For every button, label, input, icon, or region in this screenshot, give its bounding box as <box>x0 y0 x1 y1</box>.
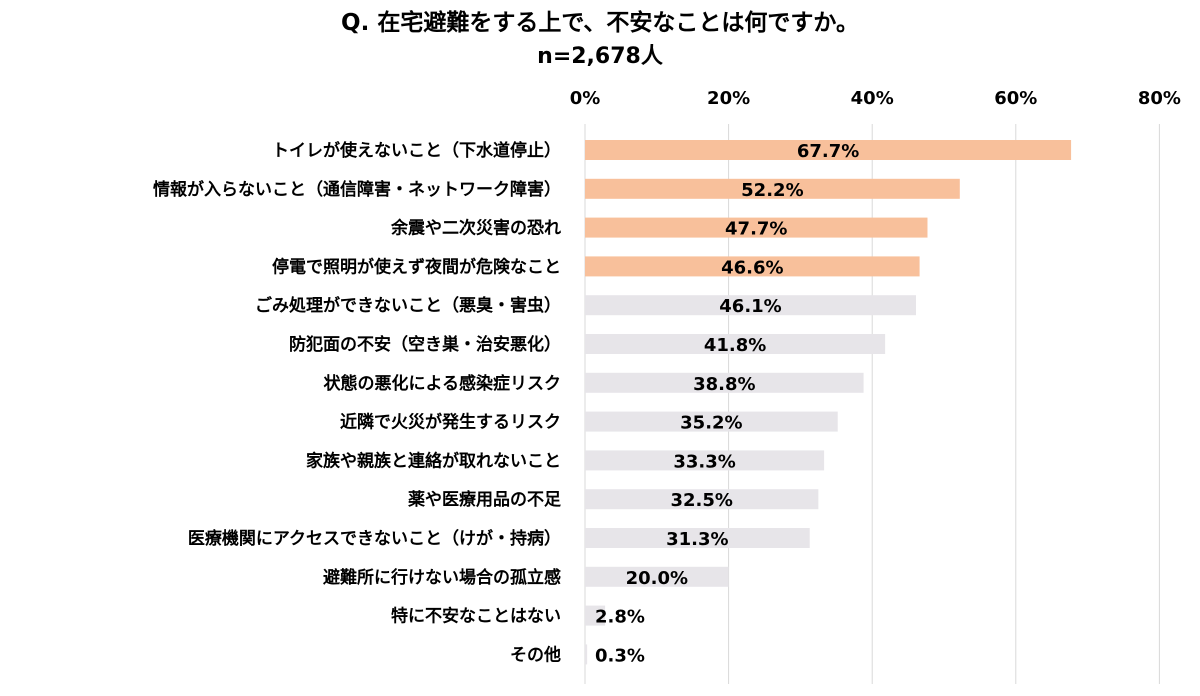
value-label: 2.8% <box>595 607 645 628</box>
category-label: 特に不安なことはない <box>391 606 561 627</box>
grid-lines <box>584 124 1160 684</box>
value-label: 32.5% <box>670 490 732 511</box>
category-label: 防犯面の不安（空き巣・治安悪化） <box>289 334 561 355</box>
category-label: トイレが使えないこと（下水道停止） <box>272 140 561 161</box>
value-label: 35.2% <box>680 413 742 434</box>
value-label: 52.2% <box>741 180 803 201</box>
bar <box>585 411 838 432</box>
bar <box>585 450 825 471</box>
bar <box>585 372 864 393</box>
x-tick-label: 60% <box>994 88 1037 109</box>
bar <box>585 178 960 199</box>
value-label: 20.0% <box>626 568 688 589</box>
bar <box>585 605 606 626</box>
x-tick-label: 40% <box>851 88 894 109</box>
x-tick-label: 20% <box>707 88 750 109</box>
value-label: 33.3% <box>673 451 735 472</box>
bar <box>585 334 886 354</box>
category-labels: トイレが使えないこと（下水道停止） 情報が入らないこと（通信障害・ネットワーク障害… <box>153 140 561 665</box>
category-label: 余震や二次災害の恐れ <box>390 218 561 239</box>
value-label: 41.8% <box>704 335 766 356</box>
bar <box>585 489 819 510</box>
bar <box>585 295 916 316</box>
value-label: 31.3% <box>666 529 728 550</box>
bar <box>585 217 928 238</box>
bar <box>585 140 1072 160</box>
x-tick-label: 80% <box>1138 88 1181 109</box>
value-label: 38.8% <box>693 374 755 395</box>
category-label: 医療機関にアクセスできないこと（けが・持病） <box>188 528 561 549</box>
category-label: 情報が入らないこと（通信障害・ネットワーク障害） <box>153 179 561 200</box>
bar <box>585 256 920 277</box>
category-label: その他 <box>510 644 561 665</box>
category-label: 状態の悪化による感染症リスク <box>324 373 562 394</box>
category-label: ごみ処理ができないこと（悪臭・害虫） <box>255 295 561 316</box>
bars <box>585 140 1072 665</box>
chart-title: Q. 在宅避難をする上で、不安なことは何ですか。 <box>341 9 859 36</box>
category-label: 家族や親族と連絡が取れないこと <box>306 450 561 471</box>
bar <box>585 644 588 665</box>
value-label: 67.7% <box>797 141 859 162</box>
value-label: 0.3% <box>595 645 645 666</box>
chart-subtitle: n=2,678人 <box>537 44 663 69</box>
category-label: 薬や医療用品の不足 <box>408 489 561 510</box>
bar <box>585 528 810 548</box>
x-tick-label: 0% <box>570 88 601 109</box>
category-label: 停電で照明が使えず夜間が危険なこと <box>272 256 561 277</box>
category-label: 近隣で火災が発生するリスク <box>340 412 561 433</box>
x-axis-ticks: 0% 20% 40% 60% 80% <box>570 88 1181 109</box>
bar <box>585 566 729 587</box>
value-labels: 67.7% 52.2% 47.7% 46.6% 46.1% 41.8% 38.8% 35.2%… <box>595 141 859 666</box>
value-label: 46.6% <box>721 257 783 278</box>
value-label: 47.7% <box>725 219 787 240</box>
category-label: 避難所に行けない場合の孤立感 <box>323 567 561 588</box>
value-label: 46.1% <box>719 296 781 317</box>
